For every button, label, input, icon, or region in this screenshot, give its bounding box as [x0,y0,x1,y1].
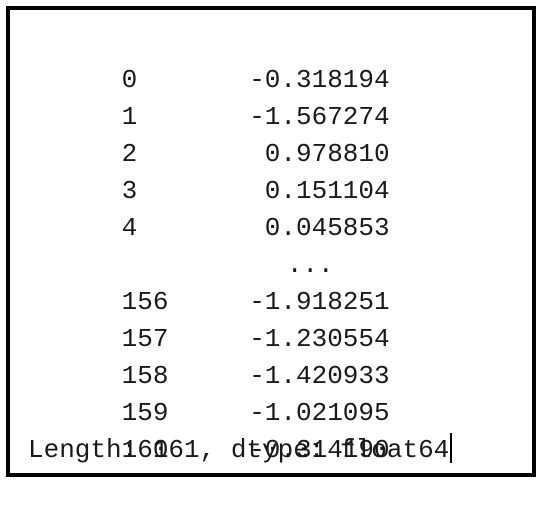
row-index: 0 [121,65,138,95]
row-value: -1.230554 [249,324,390,354]
series-row: 156 -1.918251 [28,247,452,317]
row-index: 4 [121,213,138,243]
row-index: 157 [121,324,169,354]
series-row: 158 -1.420933 [28,321,452,391]
series-row: 2 0.978810 [28,99,452,169]
series-row: 157 -1.230554 [28,284,452,354]
row-value: -1.567274 [249,102,390,132]
row-index: 156 [121,287,169,317]
row-index: 160 [121,435,169,465]
row-value: -0.314190 [249,435,390,465]
ellipsis-row: ... [28,210,452,280]
row-index: 159 [121,398,169,428]
series-row: 0 -0.318194 [28,25,452,95]
row-index: 1 [121,102,138,132]
row-index: 3 [121,176,138,206]
series-row: 3 0.151104 [28,136,452,206]
ellipsis-container: ... [122,247,390,284]
row-value: 0.151104 [264,176,390,206]
row-value: -0.318194 [249,65,390,95]
ellipsis-text: ... [286,250,334,280]
series-footer: Length: 161, dtype: float64 [28,432,453,469]
text-cursor [450,433,453,463]
output-frame: 0 -0.318194 1 -1.567274 2 0.978810 3 0.15110… [6,6,536,477]
row-value: 0.978810 [264,139,390,169]
row-index: 2 [121,139,138,169]
row-value: 0.045853 [264,213,390,243]
row-index: 158 [121,361,169,391]
series-row: 1 -1.567274 [28,62,452,132]
series-row: 4 0.045853 [28,173,452,243]
series-row: 160 -0.314190 [28,395,452,465]
series-output[interactable]: 0 -0.318194 1 -1.567274 2 0.978810 3 0.15110… [28,25,453,469]
series-row: 159 -1.021095 [28,358,452,428]
row-value: -1.918251 [249,287,390,317]
row-value: -1.021095 [249,398,390,428]
footer-text: Length: 161, dtype: float64 [28,435,450,465]
row-value: -1.420933 [249,361,390,391]
